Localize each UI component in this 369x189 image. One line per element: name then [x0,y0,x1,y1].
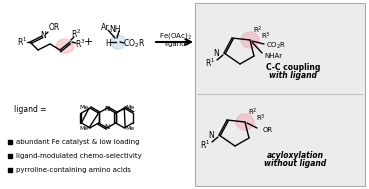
Text: Me: Me [79,105,89,110]
Text: R$^3$: R$^3$ [75,38,85,50]
Text: C-C coupling: C-C coupling [266,64,320,73]
Text: NHAr: NHAr [264,53,282,59]
Text: N: N [104,124,110,130]
Bar [8,167,12,171]
Text: R$^2$: R$^2$ [253,24,263,36]
Text: ligand =: ligand = [14,105,46,115]
Text: without ligand: without ligand [264,159,326,167]
Text: CO$_2$R: CO$_2$R [123,38,145,50]
Text: +: + [83,37,93,47]
Text: OR: OR [48,23,60,33]
Text: R$^2$: R$^2$ [248,106,258,118]
Text: OR: OR [263,127,273,133]
Text: pyrroline-containing amino acids: pyrroline-containing amino acids [16,167,131,173]
Ellipse shape [236,114,254,130]
Text: R$^1$: R$^1$ [205,57,215,69]
Ellipse shape [241,32,259,48]
Text: Me: Me [125,126,135,131]
Text: R$^3$: R$^3$ [261,30,271,42]
Text: N: N [40,32,46,40]
Text: R$^1$: R$^1$ [200,139,210,151]
Text: with ligand: with ligand [269,71,317,81]
Ellipse shape [56,39,74,53]
Text: ligand: ligand [164,41,186,47]
Text: Me: Me [125,105,135,110]
Ellipse shape [110,35,126,49]
Bar [8,139,12,143]
Bar [8,153,12,157]
Text: N: N [104,106,110,112]
Text: N: N [213,49,219,57]
Text: R$^3$: R$^3$ [256,112,266,124]
Text: Fe(OAc)$_2$: Fe(OAc)$_2$ [159,31,191,41]
Text: CO$_2$R: CO$_2$R [266,41,286,51]
Text: N: N [208,130,214,139]
Text: abundant Fe catalyst & low loading: abundant Fe catalyst & low loading [16,139,139,145]
Text: acyloxylation: acyloxylation [266,150,324,160]
Text: R$^1$: R$^1$ [17,36,27,48]
Text: ligand-modulated chemo-selectivity: ligand-modulated chemo-selectivity [16,153,142,159]
Text: Me: Me [79,126,89,131]
Text: H: H [105,39,111,47]
FancyBboxPatch shape [195,3,365,186]
Text: R$^2$: R$^2$ [71,28,81,40]
Text: NH: NH [109,25,121,33]
Text: Ar: Ar [101,22,109,32]
